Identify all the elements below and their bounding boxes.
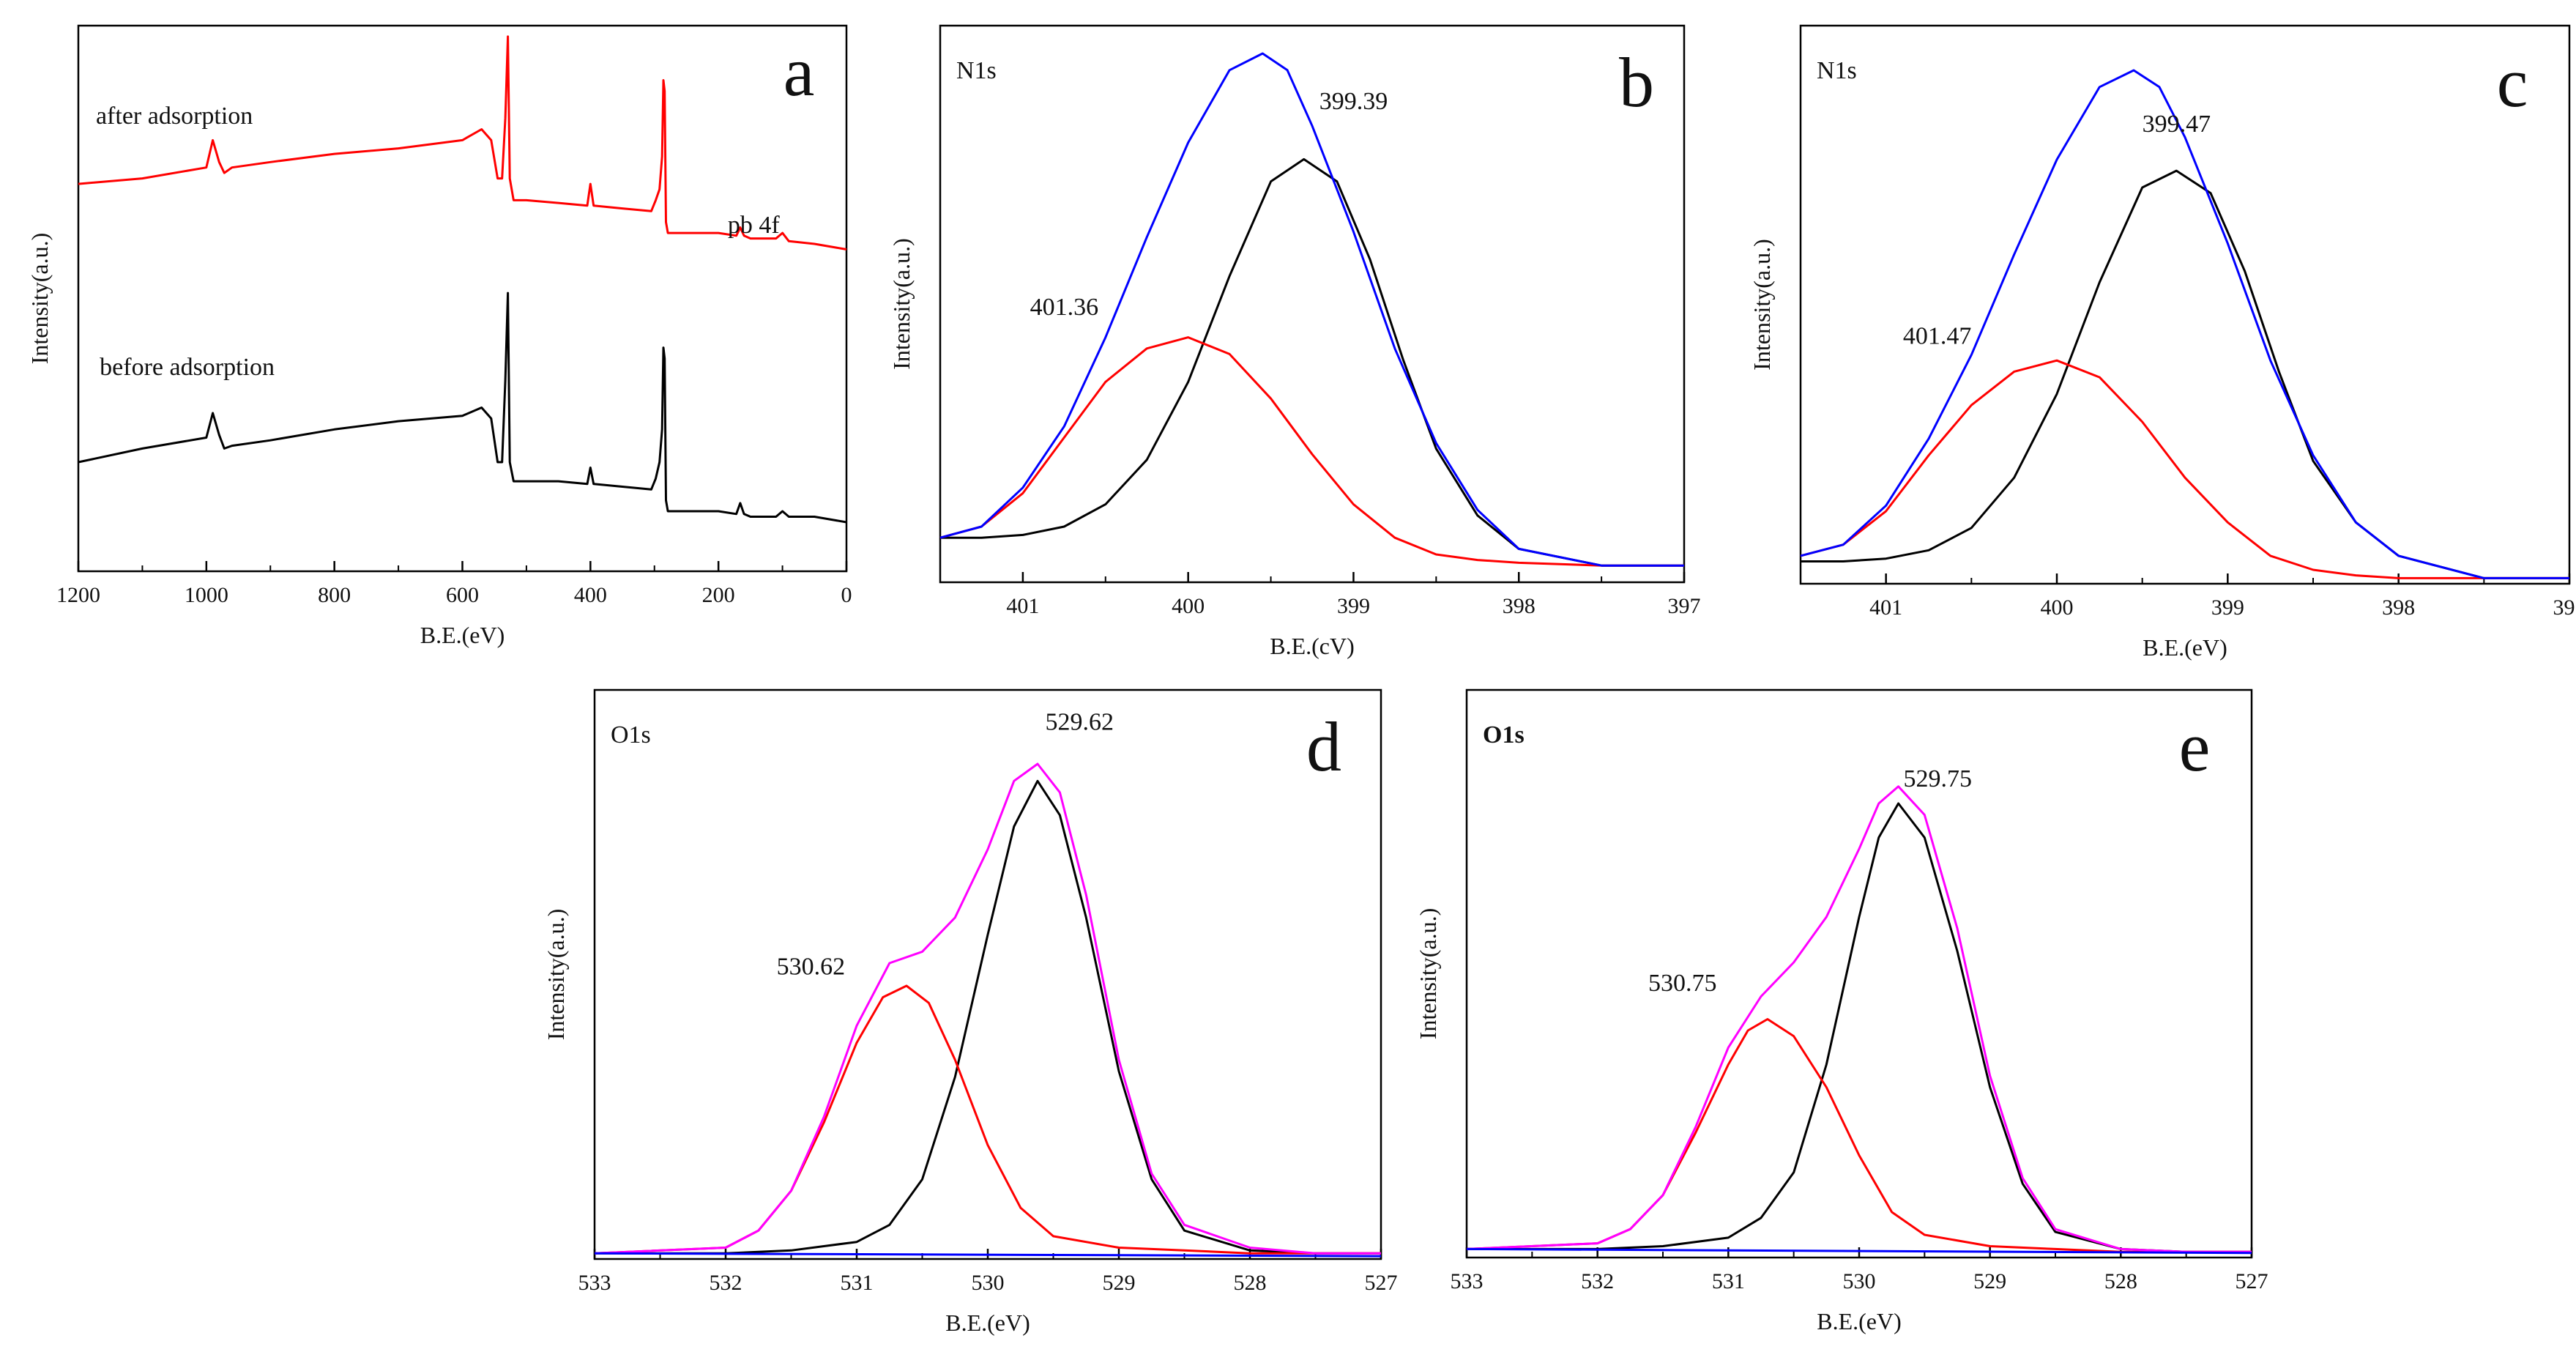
annotation-label: after adsorption — [96, 103, 253, 130]
series-component-401-36 — [939, 336, 1684, 567]
x-tick-label: 800 — [318, 583, 351, 607]
x-axis-title: B.E.(eV) — [1817, 1308, 1902, 1334]
panel-letter: c — [2497, 43, 2528, 122]
x-tick-label: 527 — [2236, 1269, 2268, 1293]
plot-frame — [1465, 688, 2253, 1259]
x-tick-label: 533 — [578, 1271, 611, 1295]
x-tick-label: 399 — [1337, 594, 1370, 618]
y-axis-title: Intensity(a.u.) — [888, 238, 915, 370]
annotation-label: 401.36 — [1030, 294, 1099, 321]
annotation-label: 529.75 — [1903, 765, 1972, 792]
x-tick-label: 532 — [1581, 1269, 1614, 1293]
series-component-530-62 — [594, 984, 1381, 1255]
panel-b: 401 400 399 398 397 B.E.(cV) Intensity(a.u.) b N… — [888, 24, 1701, 659]
x-tick-label: 398 — [1503, 594, 1535, 618]
series-component-399-39 — [940, 157, 1684, 567]
x-tick-label: 528 — [2104, 1269, 2137, 1293]
x-axis-title: B.E.(eV) — [420, 622, 505, 648]
x-tick-label: 200 — [702, 583, 735, 607]
series-component-529-62 — [595, 779, 1381, 1255]
core-level-label: N1s — [1817, 57, 1857, 84]
panel-letter: b — [1619, 43, 1654, 122]
panel-e: 533 532 531 530 529 528 527 B.E.(eV) Intensity(a… — [1415, 688, 2268, 1334]
x-tick-label: 399 — [2211, 595, 2244, 620]
x-tick-label: 529 — [1103, 1271, 1136, 1295]
panel-d: 533 532 531 530 529 528 527 B.E.(eV) Intensity(a… — [543, 688, 1398, 1336]
series-component-401-47 — [1800, 359, 2569, 579]
series-after-adsorption — [78, 35, 847, 250]
series-baseline — [594, 1252, 1382, 1258]
annotation-label: 401.47 — [1903, 322, 1972, 349]
x-tick-label: 400 — [574, 583, 607, 607]
core-level-label: O1s — [1483, 721, 1525, 749]
series-before-adsorption — [78, 291, 847, 524]
x-tick-label: 530 — [972, 1271, 1005, 1295]
x-tick-label: 531 — [841, 1271, 874, 1295]
x-tick-label: 397 — [1668, 594, 1701, 618]
series-baseline — [1466, 1247, 2252, 1255]
core-level-label: N1s — [956, 57, 997, 84]
x-tick-label: 527 — [1365, 1271, 1398, 1295]
series-component-530-75 — [1466, 1018, 2252, 1253]
x-tick-label: 532 — [710, 1271, 742, 1295]
panel-a: 1200 1000 800 600 400 200 0 B.E.(eV) Intensity(a… — [26, 24, 852, 648]
annotation-label: 399.39 — [1319, 88, 1388, 115]
annotation-label: 530.75 — [1648, 970, 1717, 997]
x-tick-label: 533 — [1451, 1269, 1484, 1293]
series-envelope — [594, 762, 1381, 1255]
x-tick-label: 1200 — [56, 583, 100, 607]
x-axis-title: B.E.(eV) — [945, 1310, 1030, 1336]
x-tick-label: 531 — [1712, 1269, 1745, 1293]
annotation-label: 399.47 — [2143, 111, 2211, 138]
x-tick-label: 530 — [1843, 1269, 1876, 1293]
panel-letter: d — [1306, 708, 1341, 786]
x-tick-label: 528 — [1234, 1271, 1267, 1295]
x-tick-label: 529 — [1973, 1269, 2006, 1293]
y-axis-title: Intensity(a.u.) — [543, 909, 569, 1041]
x-tick-label: 401 — [1869, 595, 1902, 620]
x-tick-label: 600 — [446, 583, 479, 607]
plot-frame — [593, 688, 1382, 1260]
panel-letter: a — [783, 32, 815, 111]
series-component-529-75 — [1467, 802, 2252, 1253]
annotation-label: 529.62 — [1046, 708, 1114, 735]
annotation-label: 530.62 — [777, 954, 846, 981]
x-tick-label: 0 — [841, 583, 852, 607]
panel-c: 401 400 399 398 397 B.E.(eV) Intensity(a.u.) c N… — [1749, 24, 2576, 661]
x-tick-label: 401 — [1006, 594, 1039, 618]
x-axis-title: B.E.(eV) — [2143, 634, 2227, 661]
annotation-label: pb 4f — [728, 212, 781, 239]
plot-frame — [1799, 24, 2571, 585]
y-axis-title: Intensity(a.u.) — [1415, 908, 1441, 1040]
series-envelope — [1800, 69, 2569, 579]
series-envelope — [939, 52, 1684, 567]
annotation-label: before adsorption — [100, 354, 275, 381]
plot-frame — [939, 24, 1686, 584]
x-tick-label: 1000 — [185, 583, 228, 607]
series-envelope — [1466, 785, 2252, 1253]
x-tick-label: 398 — [2382, 595, 2415, 620]
core-level-label: O1s — [611, 721, 651, 749]
x-tick-label: 400 — [2041, 595, 2074, 620]
x-tick-label: 400 — [1172, 594, 1205, 618]
panel-letter: e — [2179, 708, 2211, 786]
y-axis-title: Intensity(a.u.) — [26, 233, 53, 365]
y-axis-title: Intensity(a.u.) — [1749, 239, 1775, 371]
series-component-399-47 — [1801, 169, 2569, 579]
x-tick-label: 397 — [2553, 595, 2576, 620]
x-axis-title: B.E.(cV) — [1270, 633, 1355, 659]
